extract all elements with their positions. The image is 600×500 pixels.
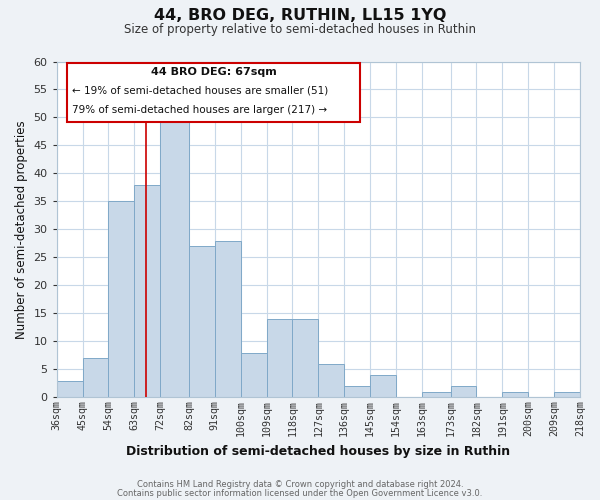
Bar [554,392,580,398]
Bar [319,364,344,398]
Text: Contains public sector information licensed under the Open Government Licence v3: Contains public sector information licen… [118,488,482,498]
Bar [451,386,476,398]
Bar [422,392,451,398]
Text: 79% of semi-detached houses are larger (217) →: 79% of semi-detached houses are larger (… [73,105,328,115]
Bar [189,246,215,398]
Bar [160,118,189,398]
Bar [292,319,319,398]
FancyBboxPatch shape [67,63,360,122]
Bar [83,358,109,398]
Bar [502,392,528,398]
Y-axis label: Number of semi-detached properties: Number of semi-detached properties [15,120,28,339]
Text: 44, BRO DEG, RUTHIN, LL15 1YQ: 44, BRO DEG, RUTHIN, LL15 1YQ [154,8,446,22]
Bar [215,240,241,398]
Text: Size of property relative to semi-detached houses in Ruthin: Size of property relative to semi-detach… [124,22,476,36]
Bar [241,352,266,398]
Bar [109,202,134,398]
Bar [134,184,160,398]
Text: 44 BRO DEG: 67sqm: 44 BRO DEG: 67sqm [151,66,277,76]
Text: ← 19% of semi-detached houses are smaller (51): ← 19% of semi-detached houses are smalle… [73,85,329,95]
Bar [344,386,370,398]
X-axis label: Distribution of semi-detached houses by size in Ruthin: Distribution of semi-detached houses by … [126,444,511,458]
Text: Contains HM Land Registry data © Crown copyright and database right 2024.: Contains HM Land Registry data © Crown c… [137,480,463,489]
Bar [266,319,292,398]
Bar [57,380,83,398]
Bar [370,375,396,398]
